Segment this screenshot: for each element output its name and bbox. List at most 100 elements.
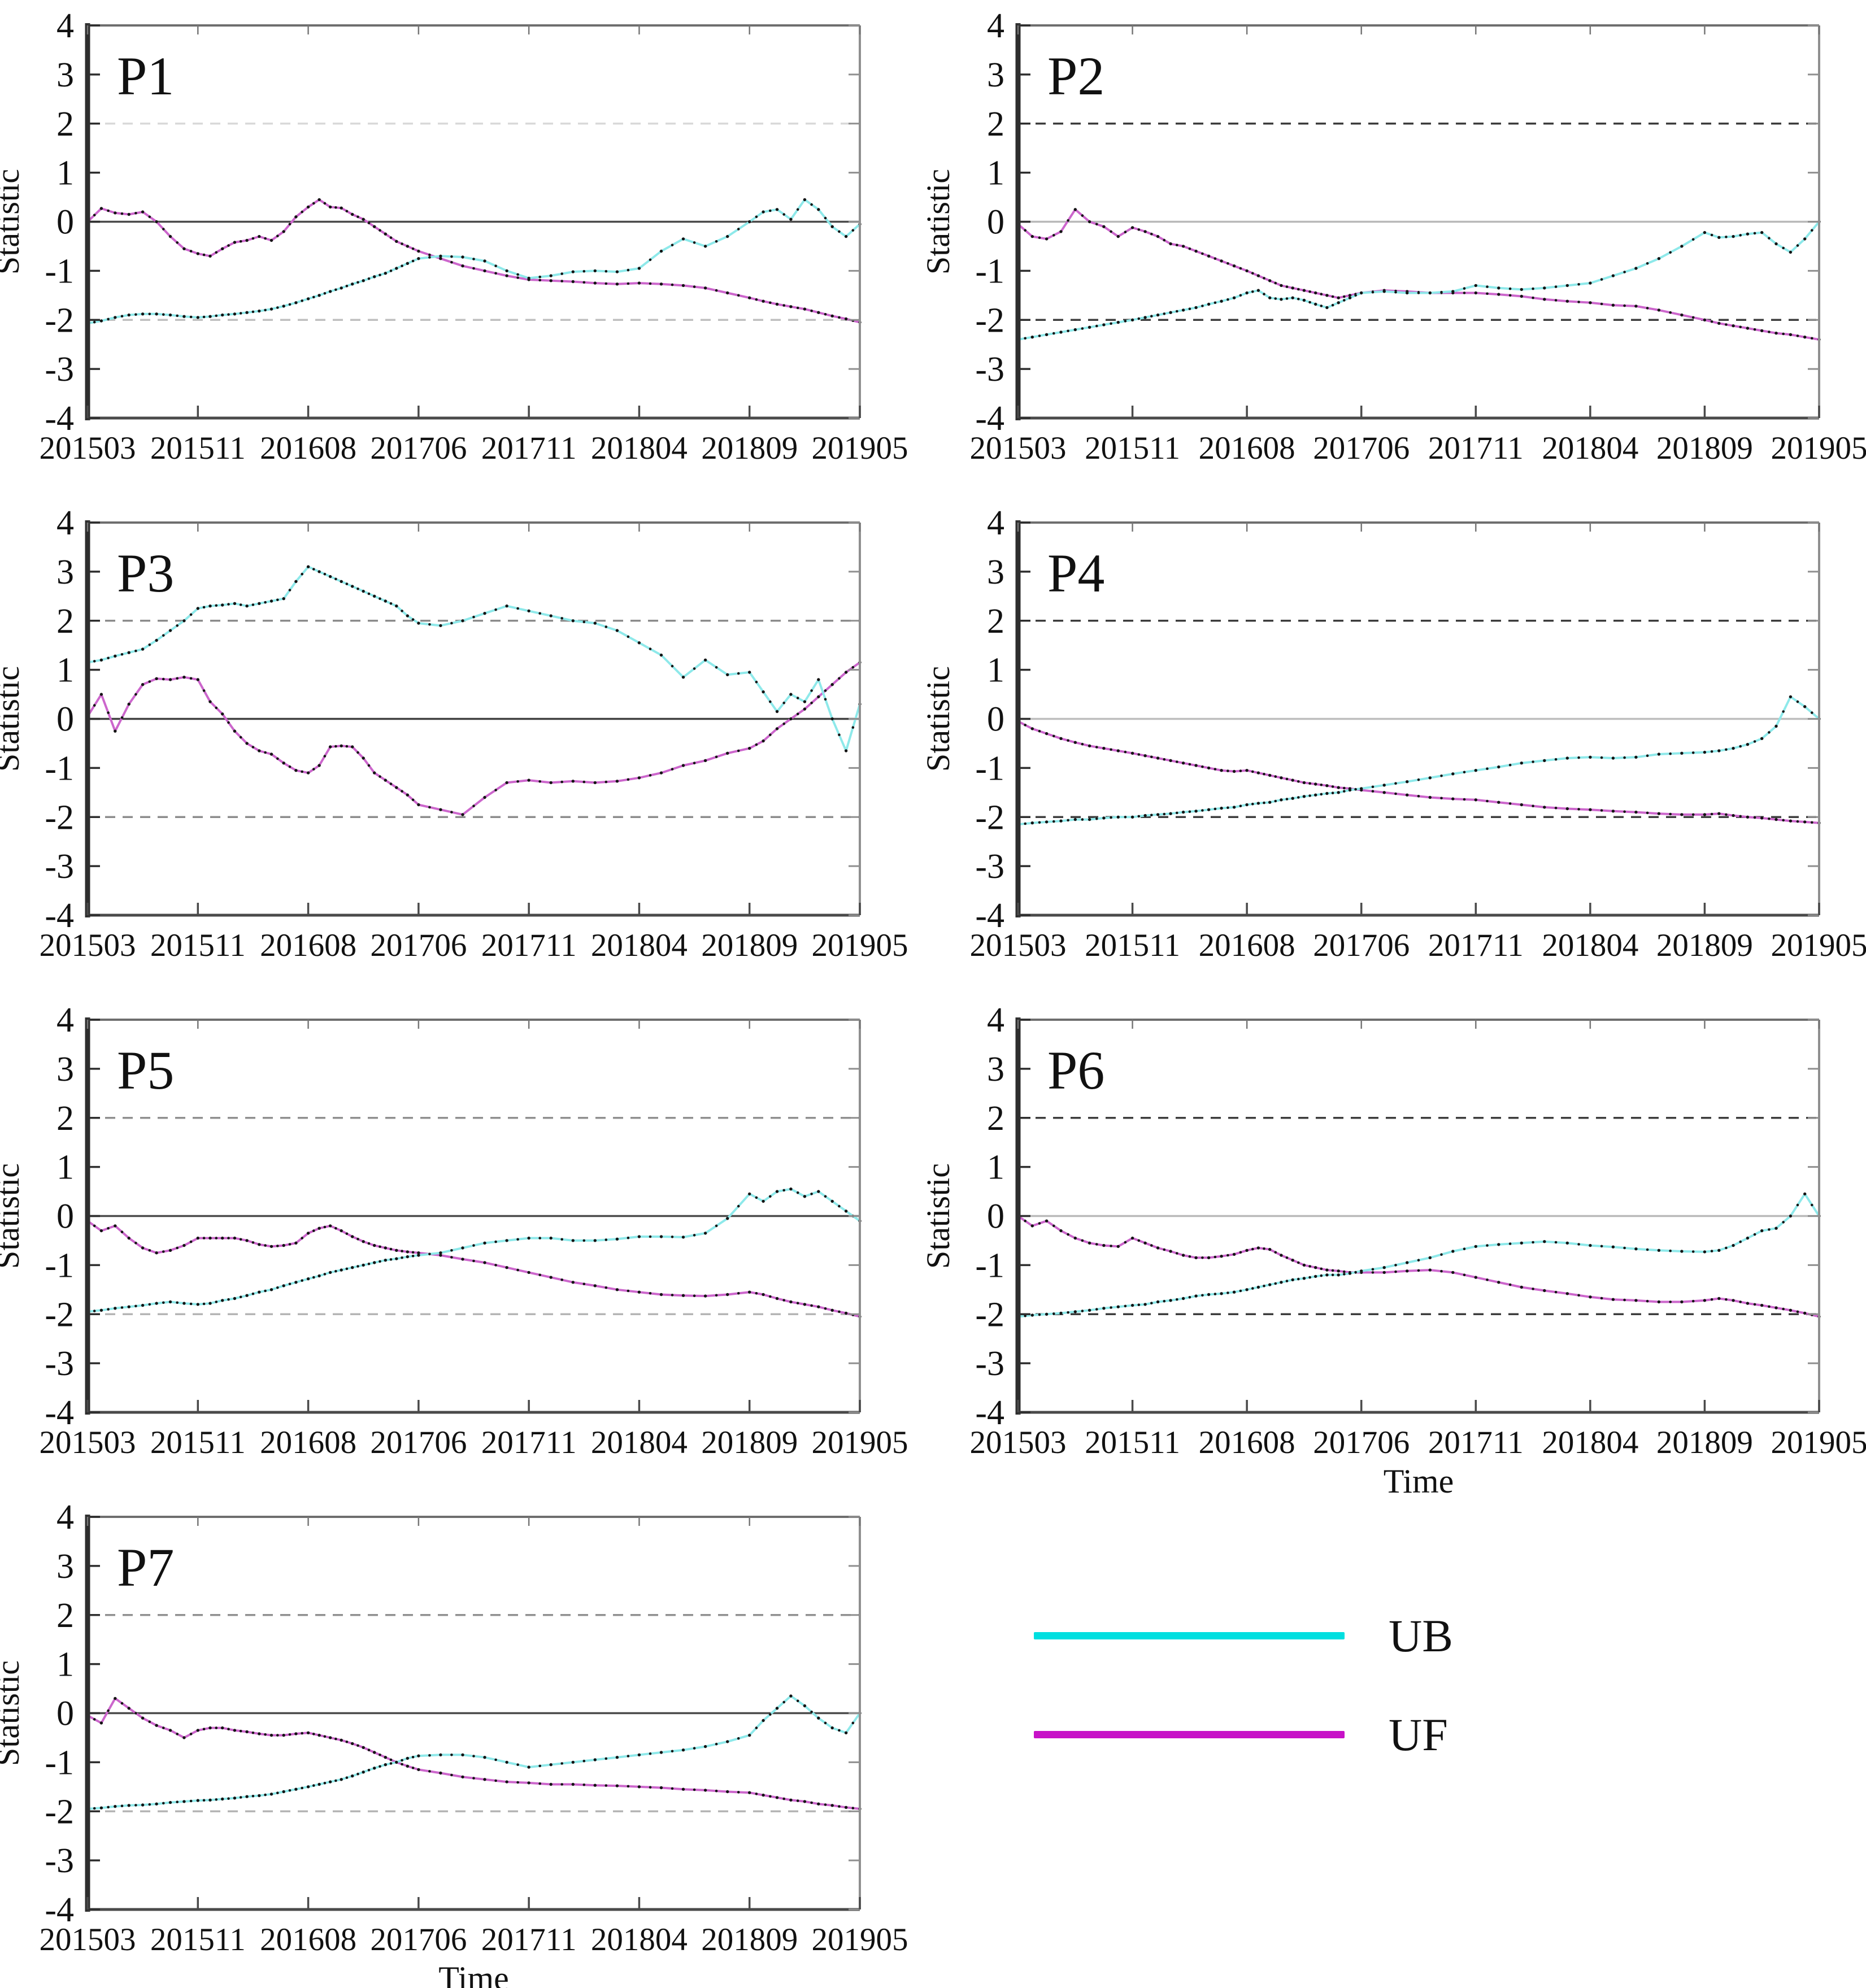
- data-point: [1280, 776, 1283, 780]
- data-point-mid: [1239, 294, 1242, 297]
- data-point: [1717, 1249, 1721, 1252]
- data-point-mid: [671, 283, 674, 286]
- data-point: [1565, 284, 1569, 288]
- data-point-mid: [1343, 1273, 1346, 1276]
- data-point-mid: [1623, 1246, 1626, 1250]
- data-point-mid: [264, 1793, 267, 1796]
- data-point-mid: [671, 243, 674, 247]
- data-point: [549, 614, 553, 617]
- panel-title: P7: [117, 1537, 174, 1598]
- series-UB-line: [1017, 1193, 1820, 1318]
- data-point: [1657, 257, 1661, 260]
- data-point-mid: [1394, 1270, 1397, 1273]
- data-point: [571, 1760, 575, 1764]
- series-UF-line: [1017, 1215, 1820, 1318]
- data-point: [775, 1297, 779, 1300]
- data-point: [269, 238, 273, 242]
- data-point: [221, 247, 224, 250]
- data-point: [1337, 301, 1340, 304]
- data-point: [830, 683, 834, 686]
- data-point: [99, 1721, 103, 1725]
- data-point-mid: [1554, 758, 1558, 761]
- data-point-mid: [494, 1779, 497, 1782]
- data-point: [362, 589, 365, 593]
- data-point: [1030, 336, 1034, 339]
- data-point-mid: [1297, 796, 1300, 799]
- data-point-mid: [472, 804, 475, 807]
- data-point: [141, 1246, 145, 1250]
- data-point-mid: [1710, 750, 1713, 753]
- data-point: [1348, 788, 1352, 792]
- data-point-mid: [627, 268, 630, 272]
- data-point: [1717, 321, 1721, 325]
- y-axis-label: Statistic: [920, 169, 956, 275]
- data-point-mid: [1331, 785, 1334, 788]
- data-point: [1337, 296, 1340, 299]
- data-point-mid: [1226, 769, 1229, 772]
- y-tick-label: -2: [45, 301, 74, 340]
- data-point: [483, 795, 486, 799]
- data-point: [282, 762, 285, 765]
- data-point: [1116, 749, 1120, 752]
- data-point: [762, 1293, 765, 1297]
- data-point-mid: [356, 1772, 359, 1776]
- data-point: [127, 1804, 131, 1807]
- data-point: [1543, 1240, 1546, 1243]
- data-point: [1774, 724, 1778, 728]
- data-point: [789, 1300, 793, 1304]
- data-point-mid: [693, 1234, 696, 1237]
- data-point-mid: [851, 726, 855, 729]
- data-point-mid: [516, 1238, 519, 1241]
- data-point-mid: [824, 1721, 827, 1725]
- data-point: [527, 609, 530, 613]
- data-point: [527, 276, 530, 280]
- data-point: [1774, 242, 1778, 246]
- data-point-mid: [1623, 810, 1626, 813]
- data-point: [817, 1716, 820, 1720]
- data-point-mid: [176, 1733, 179, 1735]
- data-point: [830, 717, 834, 721]
- x-tick-label: 201809: [701, 1425, 798, 1460]
- data-point: [168, 629, 172, 632]
- data-point-mid: [671, 1750, 674, 1753]
- data-point: [317, 294, 321, 297]
- data-point-mid: [239, 1238, 242, 1241]
- data-point: [1291, 778, 1294, 782]
- y-tick-label: 2: [987, 1099, 1004, 1138]
- data-point-mid: [1343, 790, 1346, 793]
- x-tick-label: 201511: [150, 1425, 246, 1460]
- data-point: [1774, 1226, 1778, 1230]
- data-point-mid: [715, 1294, 718, 1297]
- data-point-mid: [737, 1737, 740, 1740]
- data-point-mid: [411, 1767, 415, 1769]
- data-point-mid: [411, 1251, 415, 1254]
- data-point-mid: [288, 1243, 292, 1246]
- data-point: [439, 254, 442, 258]
- data-point-mid: [148, 1720, 151, 1723]
- data-point-mid: [737, 228, 740, 230]
- data-point: [803, 1303, 807, 1306]
- y-tick-label: -4: [975, 399, 1004, 438]
- data-point-mid: [769, 1195, 772, 1198]
- data-point-mid: [1463, 771, 1466, 774]
- data-point: [571, 619, 575, 623]
- data-point: [1045, 732, 1049, 736]
- data-point: [245, 311, 249, 314]
- data-point: [340, 1229, 343, 1233]
- data-point-mid: [796, 1799, 799, 1802]
- data-point: [789, 305, 793, 308]
- data-point-mid: [1052, 1312, 1055, 1315]
- data-point: [221, 712, 224, 716]
- data-point: [245, 238, 249, 242]
- data-point-mid: [1532, 287, 1534, 290]
- x-tick-label: 201804: [1542, 1425, 1638, 1460]
- data-point-mid: [649, 1235, 652, 1238]
- data-point-mid: [107, 1806, 110, 1809]
- data-point: [406, 1756, 409, 1760]
- data-point-mid: [162, 1250, 165, 1253]
- data-point-mid: [428, 806, 431, 809]
- data-point: [1717, 812, 1721, 815]
- data-point-mid: [796, 697, 799, 699]
- y-tick-label: -3: [975, 847, 1004, 886]
